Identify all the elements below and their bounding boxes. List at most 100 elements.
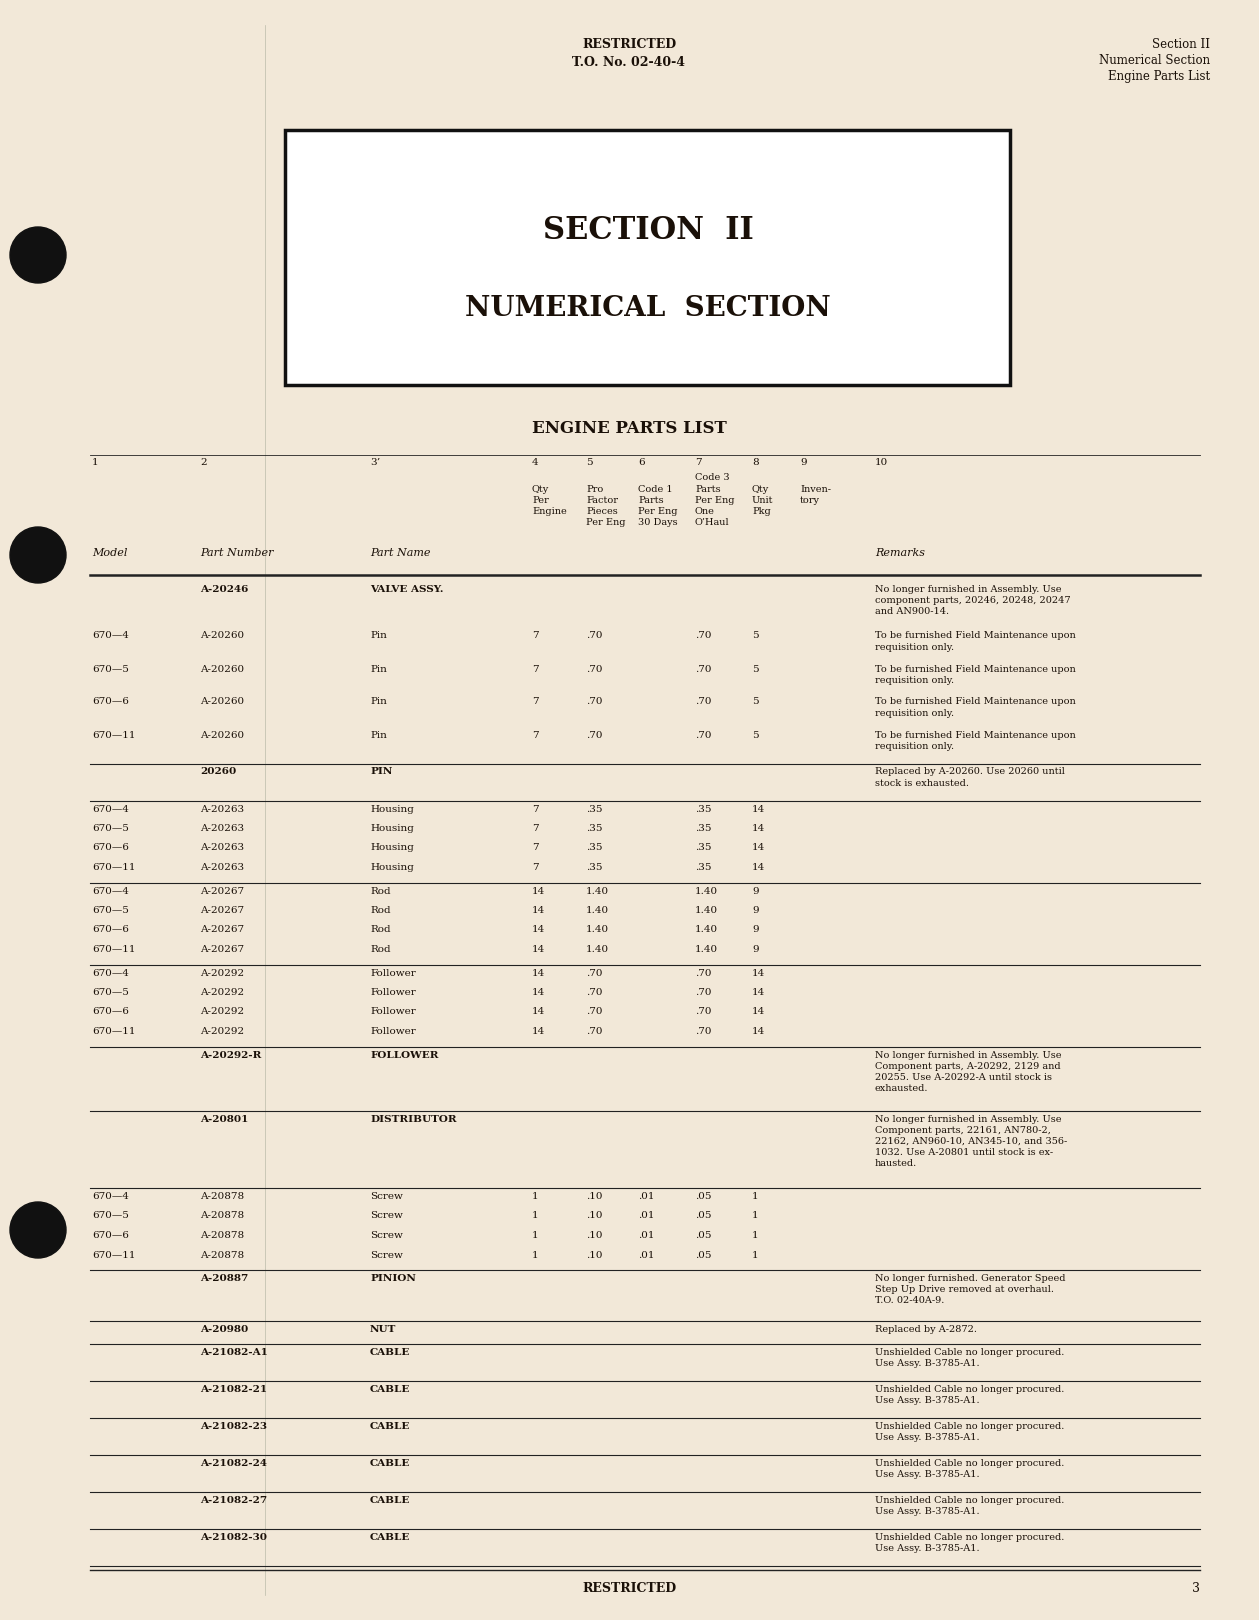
Text: 9: 9 (752, 944, 759, 954)
Text: 7: 7 (533, 805, 539, 813)
Text: A-21082-24: A-21082-24 (200, 1460, 267, 1468)
Text: 7: 7 (533, 731, 539, 739)
Text: 9: 9 (752, 886, 759, 896)
Text: 670—4: 670—4 (92, 886, 128, 896)
Text: 14: 14 (533, 988, 545, 996)
Text: 5: 5 (585, 458, 593, 467)
Text: 4: 4 (533, 458, 539, 467)
Text: Rod: Rod (370, 944, 390, 954)
Text: To be furnished Field Maintenance upon
requisition only.: To be furnished Field Maintenance upon r… (875, 664, 1075, 685)
Text: 670—11: 670—11 (92, 1251, 136, 1259)
Text: 7: 7 (533, 698, 539, 706)
Text: To be furnished Field Maintenance upon
requisition only.: To be furnished Field Maintenance upon r… (875, 731, 1075, 750)
Text: A-20878: A-20878 (200, 1212, 244, 1220)
Text: 670—11: 670—11 (92, 863, 136, 872)
Text: 10: 10 (875, 458, 889, 467)
Text: Unshielded Cable no longer procured.
Use Assy. B-3785-A1.: Unshielded Cable no longer procured. Use… (875, 1533, 1064, 1554)
Text: 14: 14 (752, 969, 765, 977)
Text: 670—5: 670—5 (92, 825, 128, 833)
Text: .70: .70 (695, 664, 711, 674)
Text: 14: 14 (533, 906, 545, 915)
Text: Part Name: Part Name (370, 548, 431, 557)
Text: Screw: Screw (370, 1192, 403, 1200)
Text: A-20260: A-20260 (200, 698, 244, 706)
Circle shape (10, 227, 65, 284)
Text: 1.40: 1.40 (695, 944, 718, 954)
Text: .10: .10 (585, 1251, 603, 1259)
Text: 1: 1 (533, 1231, 539, 1239)
Text: .01: .01 (638, 1251, 655, 1259)
Text: 14: 14 (533, 886, 545, 896)
Text: A-20292: A-20292 (200, 1008, 244, 1016)
Text: .10: .10 (585, 1212, 603, 1220)
Text: 670—6: 670—6 (92, 1231, 128, 1239)
Text: Unshielded Cable no longer procured.
Use Assy. B-3785-A1.: Unshielded Cable no longer procured. Use… (875, 1460, 1064, 1479)
Text: .70: .70 (695, 1008, 711, 1016)
Text: 1: 1 (752, 1212, 759, 1220)
Text: 14: 14 (752, 1008, 765, 1016)
Text: Unshielded Cable no longer procured.
Use Assy. B-3785-A1.: Unshielded Cable no longer procured. Use… (875, 1422, 1064, 1442)
Text: .70: .70 (585, 698, 603, 706)
Text: A-21082-27: A-21082-27 (200, 1495, 267, 1505)
Text: 1.40: 1.40 (585, 906, 609, 915)
Text: .10: .10 (585, 1192, 603, 1200)
Text: Housing: Housing (370, 805, 414, 813)
Text: 670—11: 670—11 (92, 731, 136, 739)
Text: Section II: Section II (1152, 37, 1210, 50)
Text: 5: 5 (752, 731, 759, 739)
Text: A-20292: A-20292 (200, 969, 244, 977)
Text: 670—5: 670—5 (92, 988, 128, 996)
Text: CABLE: CABLE (370, 1533, 410, 1542)
Text: Screw: Screw (370, 1212, 403, 1220)
Text: Pin: Pin (370, 731, 387, 739)
Text: DISTRIBUTOR: DISTRIBUTOR (370, 1115, 457, 1124)
Text: No longer furnished in Assembly. Use
Component parts, A-20292, 2129 and
20255. U: No longer furnished in Assembly. Use Com… (875, 1050, 1061, 1094)
Text: PINION: PINION (370, 1273, 415, 1283)
Text: 1.40: 1.40 (585, 944, 609, 954)
Text: Screw: Screw (370, 1231, 403, 1239)
Text: .10: .10 (585, 1231, 603, 1239)
Text: .01: .01 (638, 1212, 655, 1220)
Text: .70: .70 (695, 969, 711, 977)
Text: NUT: NUT (370, 1325, 397, 1333)
Text: 1: 1 (92, 458, 98, 467)
Text: Rod: Rod (370, 906, 390, 915)
Text: 670—6: 670—6 (92, 1008, 128, 1016)
Text: PIN: PIN (370, 768, 393, 776)
Text: 670—6: 670—6 (92, 698, 128, 706)
Text: No longer furnished. Generator Speed
Step Up Drive removed at overhaul.
T.O. 02-: No longer furnished. Generator Speed Ste… (875, 1273, 1065, 1306)
Text: .35: .35 (695, 863, 711, 872)
Text: 7: 7 (533, 863, 539, 872)
Text: Rod: Rod (370, 886, 390, 896)
Text: Follower: Follower (370, 1027, 415, 1037)
Text: .70: .70 (695, 731, 711, 739)
Text: To be furnished Field Maintenance upon
requisition only.: To be furnished Field Maintenance upon r… (875, 698, 1075, 718)
Text: Part Number: Part Number (200, 548, 273, 557)
Text: 670—4: 670—4 (92, 805, 128, 813)
Text: 1.40: 1.40 (585, 925, 609, 935)
Text: 670—5: 670—5 (92, 1212, 128, 1220)
Text: Qty
Per
Engine: Qty Per Engine (533, 484, 567, 517)
Text: 9: 9 (752, 906, 759, 915)
Text: 670—5: 670—5 (92, 906, 128, 915)
Text: A-20260: A-20260 (200, 731, 244, 739)
Text: A-20263: A-20263 (200, 825, 244, 833)
Text: 14: 14 (533, 1027, 545, 1037)
Text: 2: 2 (200, 458, 206, 467)
Text: Pro
Factor
Pieces
Per Eng: Pro Factor Pieces Per Eng (585, 484, 626, 526)
Text: 14: 14 (533, 925, 545, 935)
Text: Pin: Pin (370, 664, 387, 674)
Text: 1: 1 (533, 1192, 539, 1200)
Text: 9: 9 (752, 925, 759, 935)
Text: VALVE ASSY.: VALVE ASSY. (370, 585, 443, 595)
Text: Rod: Rod (370, 925, 390, 935)
Text: A-20292-R: A-20292-R (200, 1050, 262, 1059)
Text: Housing: Housing (370, 825, 414, 833)
Text: .35: .35 (585, 825, 603, 833)
Text: Screw: Screw (370, 1251, 403, 1259)
Text: Follower: Follower (370, 969, 415, 977)
Text: Parts
Per Eng
One
O’Haul: Parts Per Eng One O’Haul (695, 484, 734, 526)
Text: .70: .70 (695, 1027, 711, 1037)
Text: A-20292: A-20292 (200, 988, 244, 996)
Text: A-20267: A-20267 (200, 886, 244, 896)
